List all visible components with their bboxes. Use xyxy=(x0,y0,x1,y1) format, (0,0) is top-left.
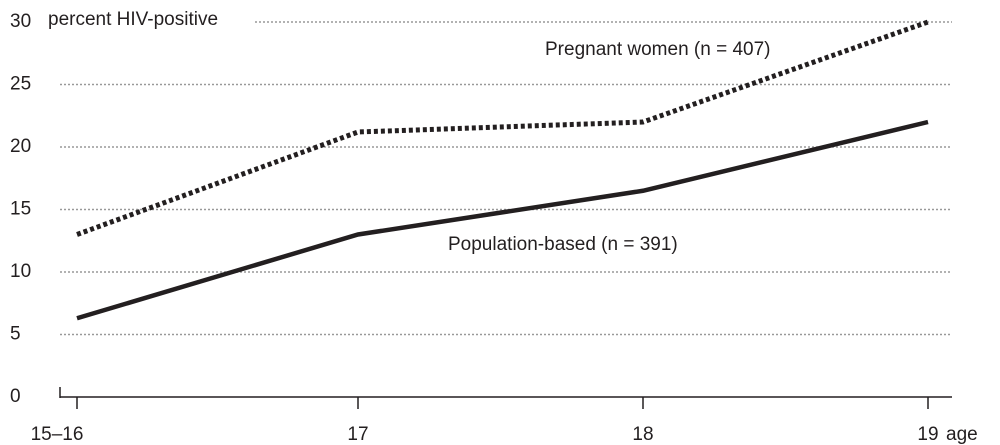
series-label: Pregnant women (n = 407) xyxy=(545,39,771,60)
line-series xyxy=(76,119,929,321)
y-tick-label: 20 xyxy=(10,136,31,157)
y-axis-label: percent HIV-positive xyxy=(48,9,218,30)
x-tick-label: 17 xyxy=(347,424,368,445)
y-tick-label: 15 xyxy=(10,199,31,220)
y-tick-label: 30 xyxy=(10,11,31,32)
x-tick-label: 15–16 xyxy=(31,424,84,445)
line-series xyxy=(76,19,929,237)
y-tick-label: 25 xyxy=(10,74,31,95)
x-tick-label: 19 xyxy=(917,424,938,445)
series-label: Population-based (n = 391) xyxy=(448,234,678,255)
y-tick-label: 10 xyxy=(10,261,31,282)
x-axis-label: age xyxy=(946,424,978,445)
x-tick-label: 18 xyxy=(632,424,653,445)
y-tick-label: 5 xyxy=(10,324,21,345)
y-tick-label: 0 xyxy=(10,386,21,407)
